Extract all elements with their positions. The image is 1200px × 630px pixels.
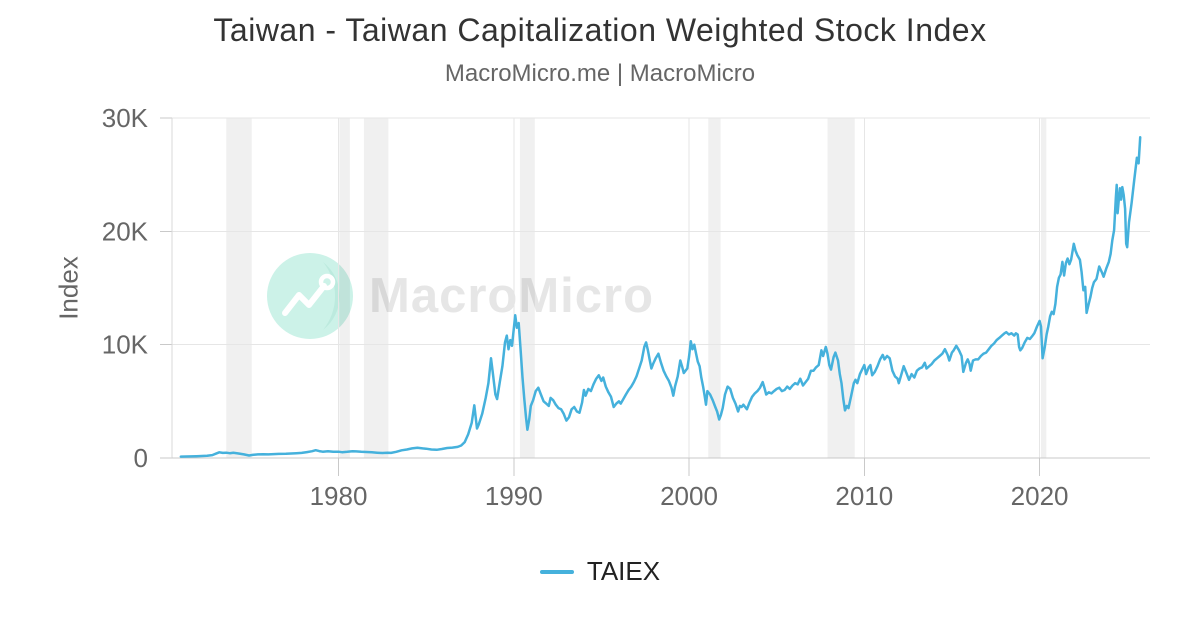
series-line-taiex	[179, 136, 1142, 458]
x-tick-label: 1990	[485, 481, 543, 511]
x-tick-label: 2010	[835, 481, 893, 511]
y-tick-label: 20K	[102, 216, 149, 246]
legend-line-swatch	[539, 569, 574, 574]
x-tick-label: 2020	[1011, 481, 1069, 511]
recession-band	[1041, 118, 1047, 458]
y-tick-label: 30K	[102, 103, 149, 133]
y-tick-label: 10K	[102, 330, 149, 360]
chart-title: Taiwan - Taiwan Capitalization Weighted …	[213, 12, 987, 48]
recession-band	[519, 118, 535, 458]
recession-band	[339, 118, 350, 458]
y-tick-label: 0	[134, 443, 148, 473]
x-tick-label: 2000	[660, 481, 718, 511]
legend: TAIEX	[0, 556, 1200, 587]
recession-band	[827, 118, 855, 458]
legend-item-taiex[interactable]: TAIEX	[539, 556, 661, 587]
legend-label: TAIEX	[586, 556, 661, 586]
recession-band	[708, 118, 721, 458]
recession-band	[226, 118, 252, 458]
recession-band	[363, 118, 389, 458]
x-tick-label: 1980	[310, 481, 368, 511]
chart-subtitle: MacroMicro.me | MacroMicro	[444, 60, 756, 87]
